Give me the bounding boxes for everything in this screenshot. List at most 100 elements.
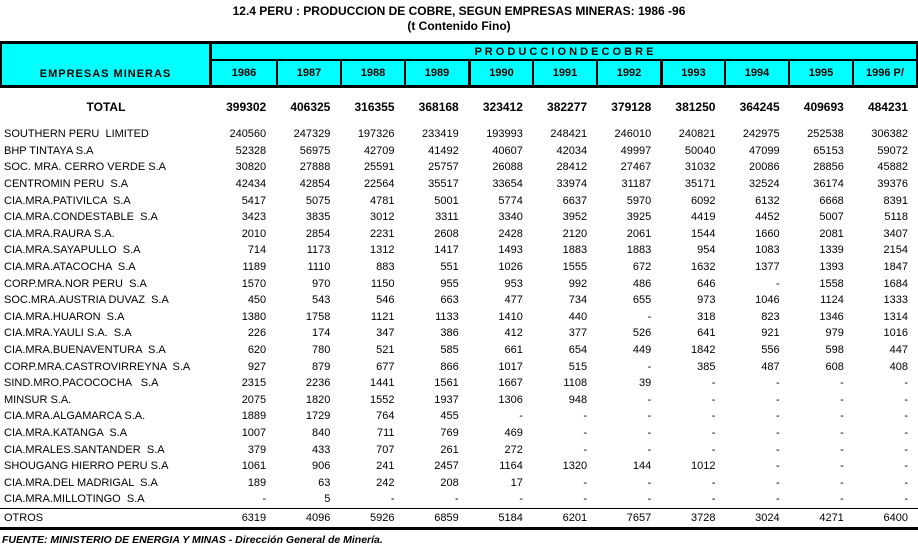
value-cell-1987: 879 — [312, 360, 331, 373]
table-row: CIA.MRA.RAURA S.A. 2010 2854 2231 2608 2428 21… — [0, 226, 918, 243]
value-cell-1994: 32524 — [749, 178, 780, 191]
value-cell-1995: 608 — [825, 360, 844, 373]
year-header-1995: 1995 — [788, 61, 852, 85]
value-cell-1986: 226 — [247, 327, 267, 340]
value-cell-1993: 954 — [697, 244, 716, 257]
value-cell-1987: 174 — [312, 327, 331, 340]
value-cell-1990: 193993 — [486, 128, 523, 141]
value-cell-1993: 973 — [697, 294, 716, 307]
value-cell-1987: 780 — [312, 344, 331, 357]
value-cell-1989: 1561 — [434, 377, 459, 390]
value-cell-1988: 764 — [376, 410, 395, 423]
value-cell-1988: 1312 — [370, 244, 395, 257]
value-cell-1994: 556 — [761, 344, 780, 357]
year-header-1992: 1992 — [596, 61, 660, 85]
value-cell-1988: 197326 — [357, 128, 395, 141]
value-cell-1989: 585 — [440, 344, 459, 357]
value-cell-1990: 26088 — [492, 161, 523, 174]
value-cell-1993: 381250 — [675, 100, 716, 114]
value-cell-1987: 27888 — [299, 161, 331, 174]
year-header-1990: 1990 — [468, 61, 532, 85]
value-cell-1990: 5774 — [498, 194, 523, 207]
value-cell-1987: 4096 — [305, 511, 331, 524]
value-cell-1994: 47099 — [749, 144, 780, 157]
company-name: CIA.MRA.KATANGA S.A — [4, 426, 128, 439]
value-cell-1987: 433 — [312, 443, 331, 456]
value-cell-1996-P/: 1847 — [883, 261, 908, 274]
value-cell-1986: 30820 — [235, 161, 267, 174]
empresas-mineras-header: EMPRESAS MINERAS — [2, 44, 212, 85]
value-cell-1986: 399302 — [226, 100, 267, 114]
table-row: CIA.MRA.YAULI S.A. S.A 226 174 347 386 412 377… — [0, 325, 918, 342]
value-cell-1990: 1017 — [498, 360, 523, 373]
value-cell-1994: - — [775, 426, 780, 439]
value-cell-1992: 7657 — [626, 511, 652, 524]
value-cell-1996-P/: 8391 — [883, 194, 908, 207]
value-cell-1991: 948 — [568, 393, 588, 406]
value-cell-1995: 979 — [825, 327, 844, 340]
value-cell-1988: 4781 — [370, 194, 395, 207]
total-label: TOTAL — [86, 100, 126, 114]
value-cell-1988: 1121 — [370, 310, 395, 323]
value-cell-1987: 840 — [312, 426, 331, 439]
table-row: SOC. MRA. CERRO VERDE S.A 30820 27888 25591… — [0, 159, 918, 176]
value-cell-1992: - — [647, 410, 652, 423]
company-name: CIA.MRA.BUENAVENTURA S.A — [4, 344, 166, 357]
value-cell-1987: 406325 — [290, 100, 331, 114]
value-cell-1990: 469 — [504, 426, 523, 439]
value-cell-1995: 6668 — [819, 194, 844, 207]
value-cell-1993: 1544 — [690, 227, 716, 240]
company-name: CIA.MRA.YAULI S.A. S.A — [4, 327, 132, 340]
company-name: SHOUGANG HIERRO PERU S.A — [4, 460, 169, 473]
value-cell-1995: - — [840, 393, 844, 406]
value-cell-1996-P/: 484231 — [867, 100, 908, 114]
value-cell-1987: 63 — [318, 476, 331, 489]
table-row: CIA.MRA.ALGAMARCA S.A. 1889 1729 764 455 - - - -… — [0, 408, 918, 425]
value-cell-1989: 261 — [440, 443, 459, 456]
value-cell-1988: 707 — [376, 443, 395, 456]
value-cell-1986: 714 — [247, 244, 267, 257]
value-cell-1993: 1632 — [690, 261, 716, 274]
otros-row: OTROS 6319 4096 5926 6859 5184 6201 7657 3728 302… — [0, 509, 918, 527]
value-cell-1988: 316355 — [354, 100, 395, 114]
value-cell-1996-P/: 1016 — [883, 327, 908, 340]
value-cell-1991: - — [583, 476, 588, 489]
value-cell-1993: - — [711, 393, 716, 406]
value-cell-1989: 1937 — [434, 393, 459, 406]
value-cell-1987: 1820 — [305, 393, 331, 406]
value-cell-1989: 368168 — [418, 100, 459, 114]
value-cell-1986: 2010 — [241, 227, 267, 240]
value-cell-1994: 1377 — [755, 261, 780, 274]
value-cell-1990: 323412 — [482, 100, 523, 114]
value-cell-1987: 2854 — [305, 227, 331, 240]
value-cell-1992: 31187 — [621, 178, 652, 191]
value-cell-1994: 20086 — [749, 161, 780, 174]
value-cell-1993: - — [711, 426, 716, 439]
value-cell-1994: - — [775, 443, 780, 456]
company-name: CIA.MRA.HUARON S.A — [4, 310, 125, 323]
value-cell-1992: 27467 — [620, 161, 652, 174]
value-cell-1991: - — [583, 443, 588, 456]
value-cell-1988: 677 — [376, 360, 395, 373]
value-cell-1991: 28412 — [556, 161, 588, 174]
value-cell-1993: 35171 — [684, 178, 716, 191]
value-cell-1986: 1570 — [241, 277, 267, 290]
value-cell-1986: 1380 — [241, 310, 267, 323]
value-cell-1989: 41492 — [428, 144, 459, 157]
year-header-1989: 1989 — [404, 61, 468, 85]
value-cell-1992: 144 — [632, 460, 652, 473]
value-cell-1993: - — [711, 443, 716, 456]
value-cell-1990: 33654 — [492, 178, 523, 191]
value-cell-1990: 1410 — [498, 310, 523, 323]
value-cell-1988: 242 — [376, 476, 395, 489]
value-cell-1992: - — [647, 493, 652, 506]
value-cell-1987: 1110 — [307, 261, 331, 274]
value-cell-1986: 42434 — [235, 178, 267, 191]
value-cell-1993: 50040 — [684, 144, 716, 157]
title-block: 12.4 PERU : PRODUCCION DE COBRE, SEGUN E… — [0, 0, 918, 34]
value-cell-1989: 35517 — [428, 178, 459, 191]
value-cell-1986: 3423 — [241, 211, 267, 224]
value-cell-1990: 1306 — [498, 393, 523, 406]
value-cell-1989: 208 — [440, 476, 459, 489]
company-name: SOC. MRA. CERRO VERDE S.A — [4, 161, 166, 174]
